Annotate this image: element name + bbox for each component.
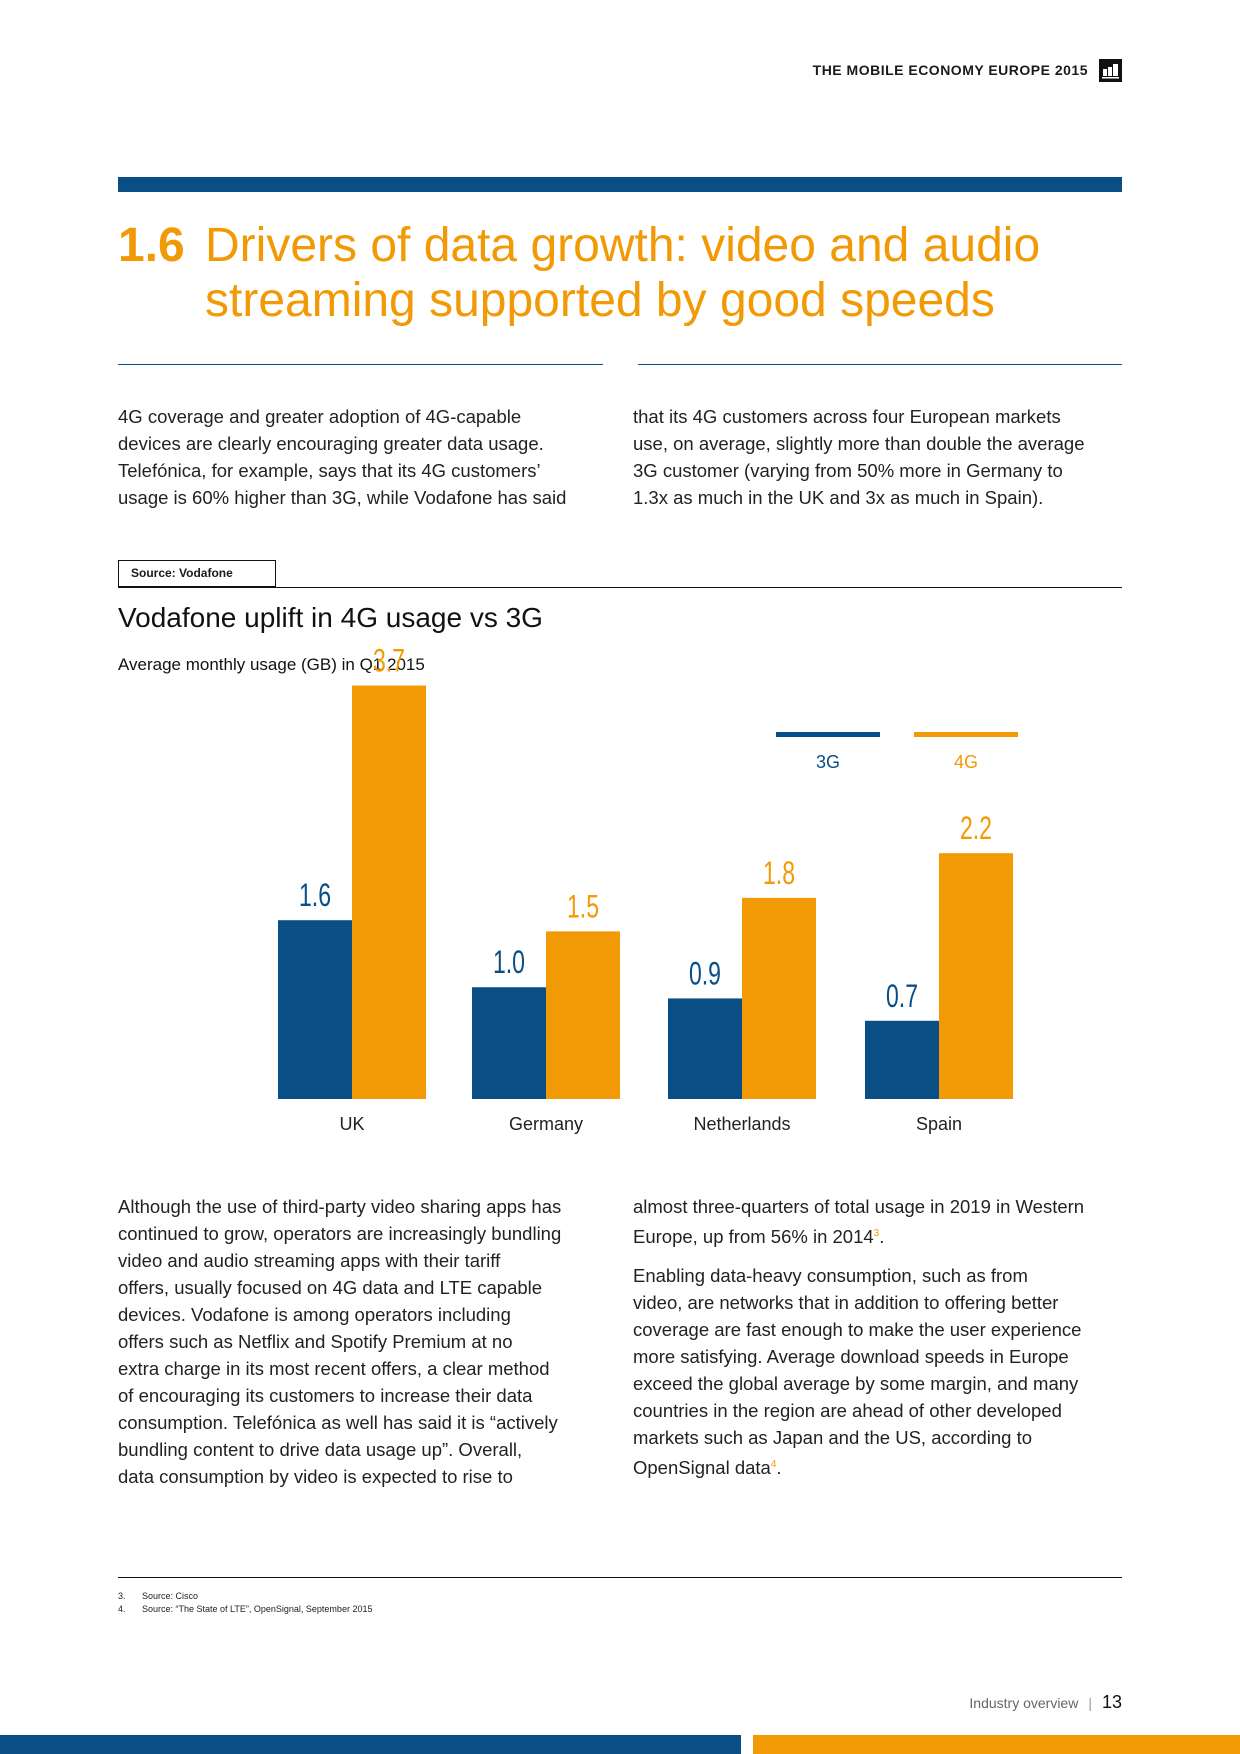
text-line: Enabling data-heavy consumption, such as… xyxy=(633,1265,1028,1287)
text-line: of encouraging its customers to increase… xyxy=(118,1385,533,1406)
data-label-3g-uk: 1.6 xyxy=(299,878,331,914)
data-label-4g-spain: 2.2 xyxy=(960,810,992,846)
footnote-rule xyxy=(118,1577,1122,1578)
period: . xyxy=(879,1226,885,1248)
bar-chart: 1.6 3.7 UK 1.0 1.5 Germany 0.9 1.8 Netherlands 0.… xyxy=(278,643,1018,1134)
text-line: bundling content to drive data usage up”… xyxy=(118,1439,523,1460)
footnote-ref: 3 xyxy=(873,1228,880,1239)
text-line: video, are networks that in addition to … xyxy=(633,1292,1059,1314)
text-line: devices are clearly encouraging greater … xyxy=(118,433,544,454)
text-line: devices. Vodafone is among operators inc… xyxy=(118,1304,511,1325)
footnote-number: 4. xyxy=(118,1604,126,1614)
category-label: Netherlands xyxy=(693,1114,790,1134)
text-line: offers, usually focused on 4G data and L… xyxy=(118,1277,543,1298)
page-footer: Industry overview | 13 xyxy=(969,1692,1122,1713)
text-line: coverage are fast enough to make the use… xyxy=(633,1319,1082,1341)
footnote-text: Source: “The State of LTE”, OpenSignal, … xyxy=(142,1604,373,1614)
text-line: exceed the global average by some margin… xyxy=(633,1373,1079,1395)
footnote: 3. Source: Cisco xyxy=(118,1590,372,1603)
text-line: video and audio streaming apps with thei… xyxy=(118,1250,501,1271)
intro-column-2: that its 4G customers across four Europe… xyxy=(633,403,1085,511)
source-rule xyxy=(118,587,1122,588)
text-line: usage is 60% higher than 3G, while Vodaf… xyxy=(118,487,567,508)
legend-label-4g: 4G xyxy=(954,752,978,772)
report-title: THE MOBILE ECONOMY EUROPE 2015 xyxy=(812,62,1088,78)
bar-3g-netherlands xyxy=(668,998,742,1099)
data-label-3g-netherlands: 0.9 xyxy=(689,956,721,992)
legend-swatch-3g xyxy=(776,732,880,737)
section-title-line-1: Drivers of data growth: video and audio xyxy=(205,219,1041,272)
category-label: Spain xyxy=(916,1114,962,1134)
footer-section: Industry overview xyxy=(969,1695,1079,1711)
body-column-2: almost three-quarters of total usage in … xyxy=(633,1193,1084,1481)
legend-label-3g: 3G xyxy=(816,752,840,772)
text-line: more satisfying. Average download speeds… xyxy=(633,1346,1069,1368)
body-column-1: Although the use of third-party video sh… xyxy=(118,1193,561,1490)
text-line: countries in the region are ahead of oth… xyxy=(633,1400,1062,1422)
text-line: almost three-quarters of total usage in … xyxy=(633,1196,1085,1217)
divider-right xyxy=(638,364,1122,365)
text-line: 3G customer (varying from 50% more in Ge… xyxy=(633,460,1063,481)
legend-swatch-4g xyxy=(914,732,1018,737)
text-line: data consumption by video is expected to… xyxy=(118,1466,513,1487)
text-line: markets such as Japan and the US, accord… xyxy=(633,1427,1032,1449)
section-title-line-2: streaming supported by good speeds xyxy=(205,274,995,327)
data-label-3g-spain: 0.7 xyxy=(886,978,918,1014)
text-line: use, on average, slightly more than doub… xyxy=(633,433,1085,454)
section-top-rule xyxy=(118,177,1122,192)
bar-3g-spain xyxy=(865,1020,939,1099)
source-label: Source: Vodafone xyxy=(118,560,276,587)
footnote-number: 3. xyxy=(118,1591,126,1601)
paragraph-gap xyxy=(633,1250,1084,1262)
page-number: 13 xyxy=(1101,1692,1122,1712)
data-label-4g-netherlands: 1.8 xyxy=(763,855,795,891)
bar-3g-uk xyxy=(278,920,352,1099)
chart-subtitle: Average monthly usage (GB) in Q1 2015 xyxy=(118,655,425,674)
footnotes: 3. Source: Cisco 4. Source: “The State of … xyxy=(118,1590,372,1616)
bar-3g-germany xyxy=(472,987,546,1099)
text-line: offers such as Netflix and Spotify Premi… xyxy=(118,1331,513,1352)
text-line: extra charge in its most recent offers, … xyxy=(118,1358,550,1379)
data-label-3g-germany: 1.0 xyxy=(493,945,525,981)
text-line: 4G coverage and greater adoption of 4G-c… xyxy=(118,406,522,427)
text-line: Telefónica, for example, says that its 4… xyxy=(118,460,541,481)
bar-4g-spain xyxy=(939,853,1013,1099)
text-line: OpenSignal data4. xyxy=(633,1451,1084,1481)
data-label-4g-germany: 1.5 xyxy=(567,889,599,925)
text-line: Europe, up from 56% in 20143. xyxy=(633,1220,1084,1250)
category-label: UK xyxy=(339,1114,364,1134)
text-fragment: Europe, up from 56% in 2014 xyxy=(633,1226,874,1248)
bottom-bar-orange xyxy=(753,1735,1240,1754)
category-label: Germany xyxy=(509,1114,583,1134)
bar-4g-uk xyxy=(352,685,426,1099)
data-label-4g-uk: 3.7 xyxy=(373,643,405,679)
text-line: 1.3x as much in the UK and 3x as much in… xyxy=(633,487,1044,508)
bottom-bar-blue xyxy=(0,1735,741,1754)
text-fragment: OpenSignal data xyxy=(633,1457,771,1479)
text-line: that its 4G customers across four Europe… xyxy=(633,406,1061,427)
footnote-text: Source: Cisco xyxy=(142,1591,199,1601)
chart-title: Vodafone uplift in 4G usage vs 3G xyxy=(118,602,543,633)
intro-column-1: 4G coverage and greater adoption of 4G-c… xyxy=(118,403,566,511)
footnote: 4. Source: “The State of LTE”, OpenSignal… xyxy=(118,1603,372,1616)
section-title: Drivers of data growth: video and audio … xyxy=(205,218,1105,328)
section-number: 1.6 xyxy=(118,219,185,272)
footer-separator: | xyxy=(1088,1695,1092,1711)
period: . xyxy=(776,1457,782,1479)
text-line: continued to grow, operators are increas… xyxy=(118,1223,562,1244)
gsma-logo-icon xyxy=(1099,59,1122,82)
text-line: Although the use of third-party video sh… xyxy=(118,1196,562,1217)
bar-4g-germany xyxy=(546,931,620,1099)
footnote-ref: 4 xyxy=(770,1459,777,1471)
bar-4g-netherlands xyxy=(742,897,816,1099)
text-line: consumption. Telefónica as well has said… xyxy=(118,1412,558,1433)
divider-left xyxy=(118,364,603,365)
